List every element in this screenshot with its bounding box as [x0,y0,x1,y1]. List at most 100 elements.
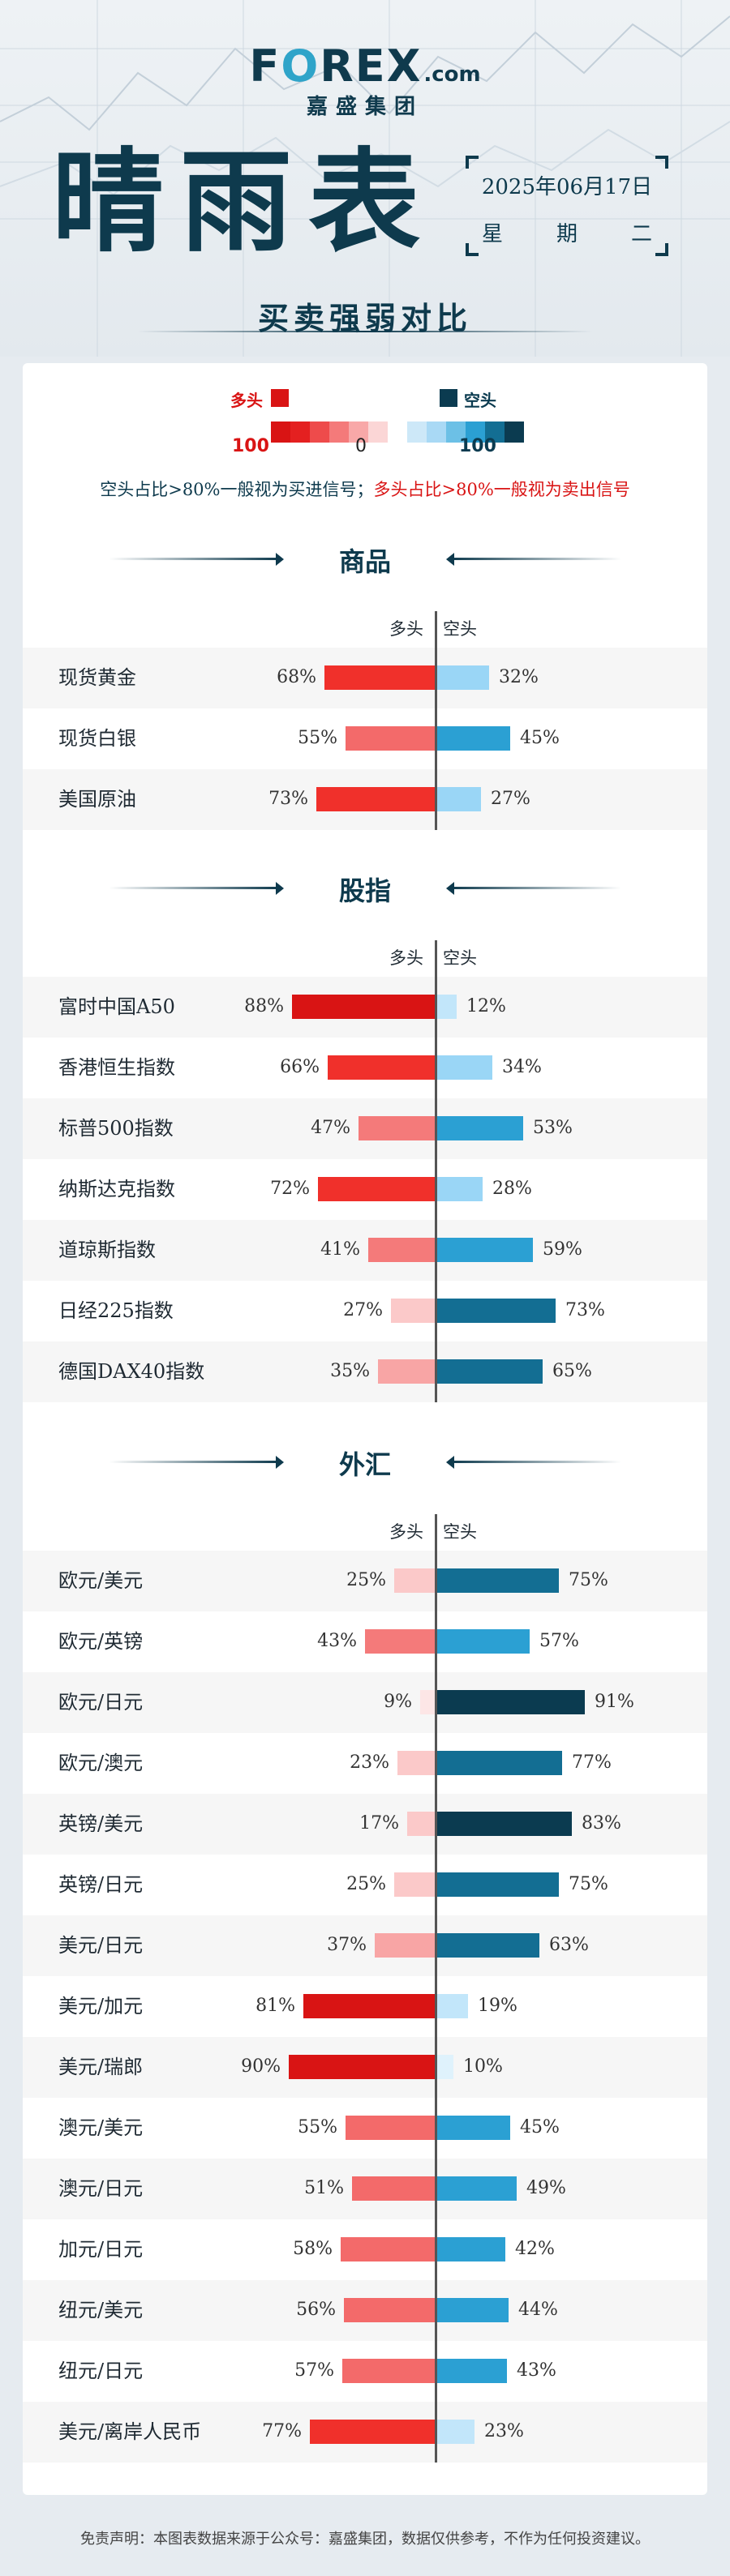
table-row: 欧元/美元 25% 75% [23,1551,707,1611]
bear-bar [437,2116,510,2140]
bear-percent: 75% [569,1874,608,1894]
bull-percent: 77% [262,2421,302,2441]
legend-color-step [466,421,485,443]
legend-color-step [368,421,388,443]
bear-signal-note: 空头占比>80%一般视为买进信号； [100,480,374,499]
bear-bar [437,1359,543,1384]
legend-color-step [505,421,524,443]
bull-percent: 47% [311,1118,350,1138]
instrument-name: 美元/瑞郎 [58,2055,144,2078]
date-text: 2025年06月17日 [481,175,653,199]
column-header-bull: 多头 [389,948,423,968]
bear-percent: 83% [582,1813,621,1834]
bull-percent: 88% [244,996,284,1016]
bull-percent: 55% [298,2117,337,2137]
bull-percent: 55% [298,728,337,748]
legend-bear-label: 空头 [464,391,496,410]
table-row: 美元/离岸人民币 77% 23% [23,2402,707,2463]
column-header-bull: 多头 [389,619,423,639]
bear-percent: 27% [491,789,530,809]
center-divider [435,1514,437,2463]
table-row: 英镑/日元 25% 75% [23,1855,707,1915]
instrument-name: 美元/加元 [58,1994,144,2018]
bull-bar [359,1116,435,1140]
table-row: 现货白银 55% 45% [23,708,707,769]
bull-bar [303,1994,435,2018]
bull-bar [352,2176,435,2201]
table-row: 欧元/澳元 23% 77% [23,1733,707,1794]
instrument-name: 澳元/美元 [58,2116,144,2139]
bear-bar [437,1690,585,1714]
column-header-bear: 空头 [443,619,477,639]
legend-color-step [271,421,290,443]
bear-percent: 10% [463,2056,503,2077]
bear-bar [437,1177,483,1201]
bull-percent: 57% [294,2360,334,2381]
instrument-name: 日经225指数 [58,1299,174,1322]
bear-percent: 28% [492,1179,532,1199]
center-divider [435,611,437,830]
bear-bar [437,2176,517,2201]
table-row: 纽元/日元 57% 43% [23,2341,707,2402]
legend-color-step [310,421,329,443]
bear-percent: 45% [520,2117,560,2137]
signal-note: 空头占比>80%一般视为买进信号；多头占比>80%一般视为卖出信号 [0,477,730,501]
bear-bar [437,1238,533,1262]
bull-bar [310,2420,435,2444]
bull-percent: 51% [304,2178,344,2198]
bear-percent: 44% [518,2300,558,2320]
date-box: 2025年06月17日 星期二 [466,156,668,256]
bull-bar [378,1359,435,1384]
bull-percent: 27% [343,1300,383,1320]
bear-percent: 19% [478,1996,517,2016]
subtitle: 买卖强弱对比 [257,300,472,336]
table-row: 德国DAX40指数 35% 65% [23,1341,707,1402]
bear-bar [437,1812,572,1836]
bull-bar [368,1238,435,1262]
bull-percent: 25% [346,1570,386,1590]
instrument-name: 欧元/英镑 [58,1629,144,1653]
section-header: 外汇 [0,1444,730,1480]
bear-percent: 32% [499,667,539,687]
instrument-name: 香港恒生指数 [58,1055,175,1079]
bull-bar [289,2055,435,2079]
bull-percent: 35% [330,1361,370,1381]
bear-percent: 77% [572,1752,612,1773]
bear-percent: 23% [484,2421,524,2441]
section-title: 外汇 [338,1449,391,1480]
table-row: 富时中国A50 88% 12% [23,977,707,1038]
legend-color-step [329,421,349,443]
instrument-name: 英镑/日元 [58,1872,144,1896]
table-row: 欧元/日元 9% 91% [23,1672,707,1733]
bull-bar [318,1177,435,1201]
table-row: 日经225指数 27% 73% [23,1281,707,1341]
section-title: 股指 [338,875,391,906]
legend-bull-label: 多头 [230,391,263,410]
table-row: 澳元/美元 55% 45% [23,2098,707,2159]
bear-percent: 43% [517,2360,556,2381]
bull-bar [341,2237,435,2261]
background-chart-decoration [0,0,730,357]
bull-bar [420,1690,435,1714]
bear-percent: 75% [569,1570,608,1590]
bull-percent: 72% [270,1179,310,1199]
legend-zero-value: 0 [355,436,367,456]
brand-logo: FOREX.com 嘉盛集团 [0,41,730,120]
bear-bar [437,995,457,1019]
bull-percent: 58% [293,2239,333,2259]
table-row: 美元/瑞郎 90% 10% [23,2037,707,2098]
bear-bar [437,2298,509,2322]
instrument-name: 纳斯达克指数 [58,1177,175,1200]
instrument-name: 美国原油 [58,787,136,811]
legend-gradient [271,421,524,443]
bull-bar [346,2116,435,2140]
bear-bar [437,665,489,690]
bull-percent: 17% [359,1813,399,1834]
header: FOREX.com 嘉盛集团 晴雨表 2025年06月17日 星期二 买卖强弱对… [0,0,730,357]
table-row: 道琼斯指数 41% 59% [23,1220,707,1281]
bear-percent: 49% [526,2178,566,2198]
bull-bar [394,1872,435,1897]
bear-bar [437,787,481,811]
bear-bar [437,1872,559,1897]
bear-bar [437,2359,507,2383]
